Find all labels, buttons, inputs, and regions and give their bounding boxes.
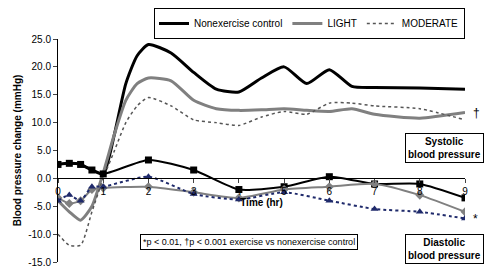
svg-text:*p < 0.01, †p < 0.001 exercise: *p < 0.01, †p < 0.001 exercise vs nonexe… <box>143 237 355 247</box>
svg-text:2: 2 <box>146 186 152 197</box>
svg-text:Nonexercise control: Nonexercise control <box>194 18 282 29</box>
svg-text:Time (hr): Time (hr) <box>240 197 283 208</box>
svg-text:1: 1 <box>100 186 106 197</box>
svg-text:†: † <box>473 106 480 120</box>
svg-text:Blood pressure change (mmHg): Blood pressure change (mmHg) <box>12 75 23 227</box>
svg-text:15.0: 15.0 <box>32 89 52 100</box>
svg-text:20.0: 20.0 <box>32 61 52 72</box>
svg-text:3: 3 <box>191 186 197 197</box>
svg-text:0: 0 <box>55 186 61 197</box>
svg-text:LIGHT: LIGHT <box>327 18 356 29</box>
svg-text:5: 5 <box>281 186 287 197</box>
svg-text:-15.0: -15.0 <box>28 257 51 268</box>
svg-text:8: 8 <box>417 186 423 197</box>
svg-text:0.0: 0.0 <box>37 173 51 184</box>
svg-text:-5.0: -5.0 <box>34 201 52 212</box>
svg-text:10.0: 10.0 <box>32 117 52 128</box>
svg-text:*: * <box>473 212 478 226</box>
svg-text:9: 9 <box>462 186 468 197</box>
svg-text:Diastolicblood pressure: Diastolicblood pressure <box>408 237 481 261</box>
svg-text:7: 7 <box>372 186 378 197</box>
svg-text:4: 4 <box>236 186 242 197</box>
svg-text:25.0: 25.0 <box>32 34 52 45</box>
svg-text:Systolicblood pressure: Systolicblood pressure <box>408 136 481 160</box>
svg-text:5.0: 5.0 <box>37 145 51 156</box>
svg-text:MODERATE: MODERATE <box>402 18 458 29</box>
svg-text:6: 6 <box>327 186 333 197</box>
svg-text:-10.0: -10.0 <box>28 229 51 240</box>
